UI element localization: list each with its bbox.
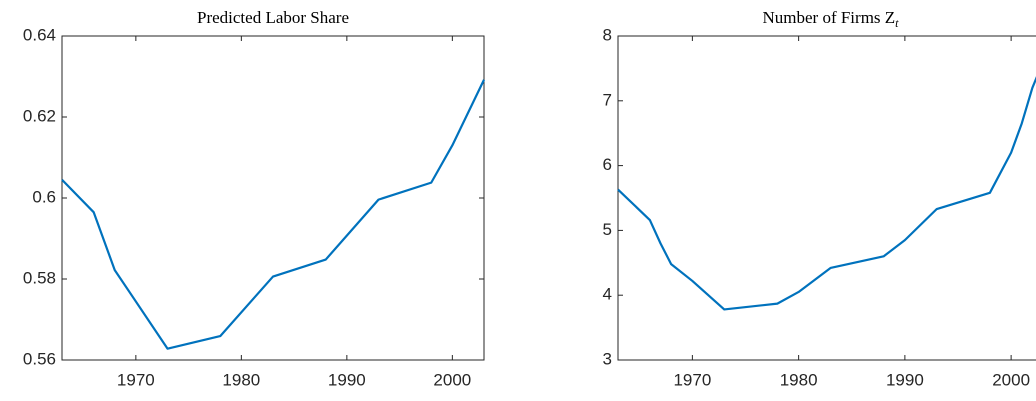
- chart-title: Number of Firms Zt: [762, 8, 899, 30]
- plot-frame: [61, 35, 485, 361]
- title-text: Number of Firms Z: [762, 8, 895, 27]
- y-tick-label: 0.64: [23, 25, 56, 44]
- chart-title: Predicted Labor Share: [197, 8, 349, 27]
- line: [61, 79, 485, 350]
- y-tick-label: 5: [603, 220, 612, 239]
- x-tick-label: 2000: [433, 370, 471, 389]
- y-tick-label: 0.56: [23, 349, 56, 368]
- x-tick-label: 2000: [992, 370, 1030, 389]
- y-tick-label: 0.6: [32, 187, 56, 206]
- y-tick-label: 0.58: [23, 268, 56, 287]
- line: [617, 76, 1036, 311]
- x-tick-label: 1970: [673, 370, 711, 389]
- y-tick-label: 0.62: [23, 106, 56, 125]
- x-tick-label: 1970: [117, 370, 155, 389]
- x-tick-label: 1990: [886, 370, 924, 389]
- x-tick-label: 1980: [222, 370, 260, 389]
- y-tick-label: 7: [603, 90, 612, 109]
- plot-frame: [617, 35, 1036, 361]
- y-tick-label: 6: [603, 155, 612, 174]
- x-tick-label: 1980: [780, 370, 818, 389]
- y-tick-label: 4: [603, 285, 612, 304]
- y-tick-label: 8: [603, 25, 612, 44]
- title-text: Predicted Labor Share: [197, 8, 349, 27]
- chart: Predicted Labor Share 0.56 0.58 0.6 0.62 0.64…: [23, 8, 485, 389]
- title-subscript: t: [895, 16, 899, 30]
- x-tick-label: 1990: [328, 370, 366, 389]
- chart: Number of Firms Zt 3 4 5 6 7 8 1970 1980 1990 2000: [603, 8, 1036, 389]
- y-tick-label: 3: [603, 349, 612, 368]
